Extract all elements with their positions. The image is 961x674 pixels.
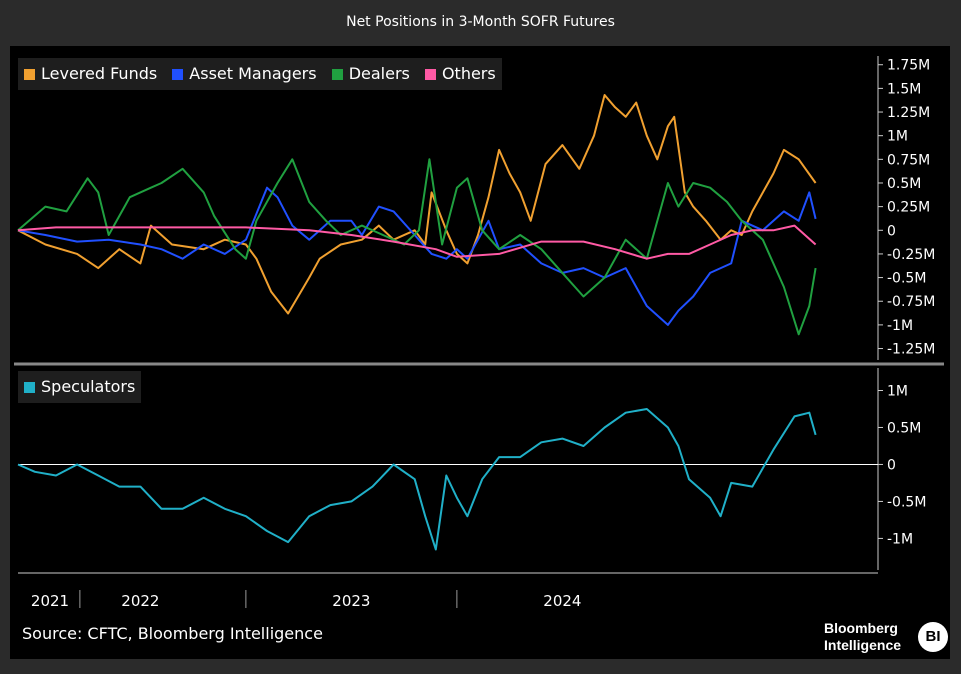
brand-line-1: Bloomberg: [824, 620, 898, 636]
y-tick-label-0-1: 1.5M: [887, 81, 921, 97]
y-tick-label-0-0: 1.75M: [887, 58, 930, 74]
x-year-label-2024: 2024: [543, 592, 581, 610]
legend-item-others: Others: [424, 58, 496, 90]
y-tick-label-0-6: 0.25M: [887, 200, 930, 216]
series-line-dealers: [17, 158, 817, 336]
y-tick-label-1-0: 1M: [887, 383, 908, 399]
brand-line-2: Intelligence: [824, 637, 902, 653]
chart-panel: [10, 46, 950, 659]
y-tick-label-0-7: 0: [887, 223, 896, 239]
legend-swatch-speculators: [24, 382, 35, 393]
y-tick-label-0-12: -1.25M: [887, 342, 935, 358]
legend-label-speculators: Speculators: [41, 377, 136, 396]
legend-item-speculators: Speculators: [24, 371, 135, 403]
series-line-levered-funds: [17, 94, 817, 315]
y-tick-label-1-1: 0.5M: [887, 420, 921, 436]
legend-item-asset-managers: Asset Managers: [172, 58, 317, 90]
series-line-others: [17, 224, 817, 260]
legend-label-dealers: Dealers: [348, 64, 410, 83]
y-tick-label-0-3: 1M: [887, 129, 908, 145]
legend-label-others: Others: [441, 64, 496, 83]
y-tick-label-0-4: 0.75M: [887, 152, 930, 168]
y-tick-label-1-3: -0.5M: [887, 494, 926, 510]
legend-swatch-others: [424, 69, 436, 80]
legend-label-asset-managers: Asset Managers: [189, 64, 317, 83]
legend-top: Levered Funds Asset Managers Dealers Oth…: [18, 58, 502, 90]
legend-swatch-dealers: [331, 69, 343, 80]
legend-item-dealers: Dealers: [331, 58, 410, 90]
x-year-label-2021: 2021: [31, 592, 69, 610]
source-note: Source: CFTC, Bloomberg Intelligence: [22, 624, 323, 643]
legend-bottom: Speculators: [18, 371, 142, 403]
y-tick-label-1-4: -1M: [887, 531, 913, 547]
legend-swatch-levered-funds: [24, 69, 35, 80]
brand-badge-icon: BI: [918, 622, 948, 652]
y-tick-label-0-11: -1M: [887, 318, 913, 334]
series-line-speculators: [17, 408, 817, 551]
y-tick-label-0-8: -0.25M: [887, 247, 935, 263]
legend-label-levered-funds: Levered Funds: [41, 64, 158, 83]
y-tick-label-0-9: -0.5M: [887, 271, 926, 287]
x-year-label-2022: 2022: [121, 592, 159, 610]
brand-logo: Bloomberg Intelligence: [824, 620, 901, 654]
y-tick-label-0-5: 0.5M: [887, 176, 921, 192]
x-year-label-2023: 2023: [332, 592, 370, 610]
chart-title: Net Positions in 3-Month SOFR Futures: [346, 14, 615, 30]
y-tick-label-0-10: -0.75M: [887, 294, 935, 310]
legend-swatch-asset-managers: [172, 69, 184, 80]
legend-item-levered-funds: Levered Funds: [24, 58, 157, 90]
y-tick-label-1-2: 0: [887, 457, 896, 473]
y-tick-label-0-2: 1.25M: [887, 105, 930, 121]
